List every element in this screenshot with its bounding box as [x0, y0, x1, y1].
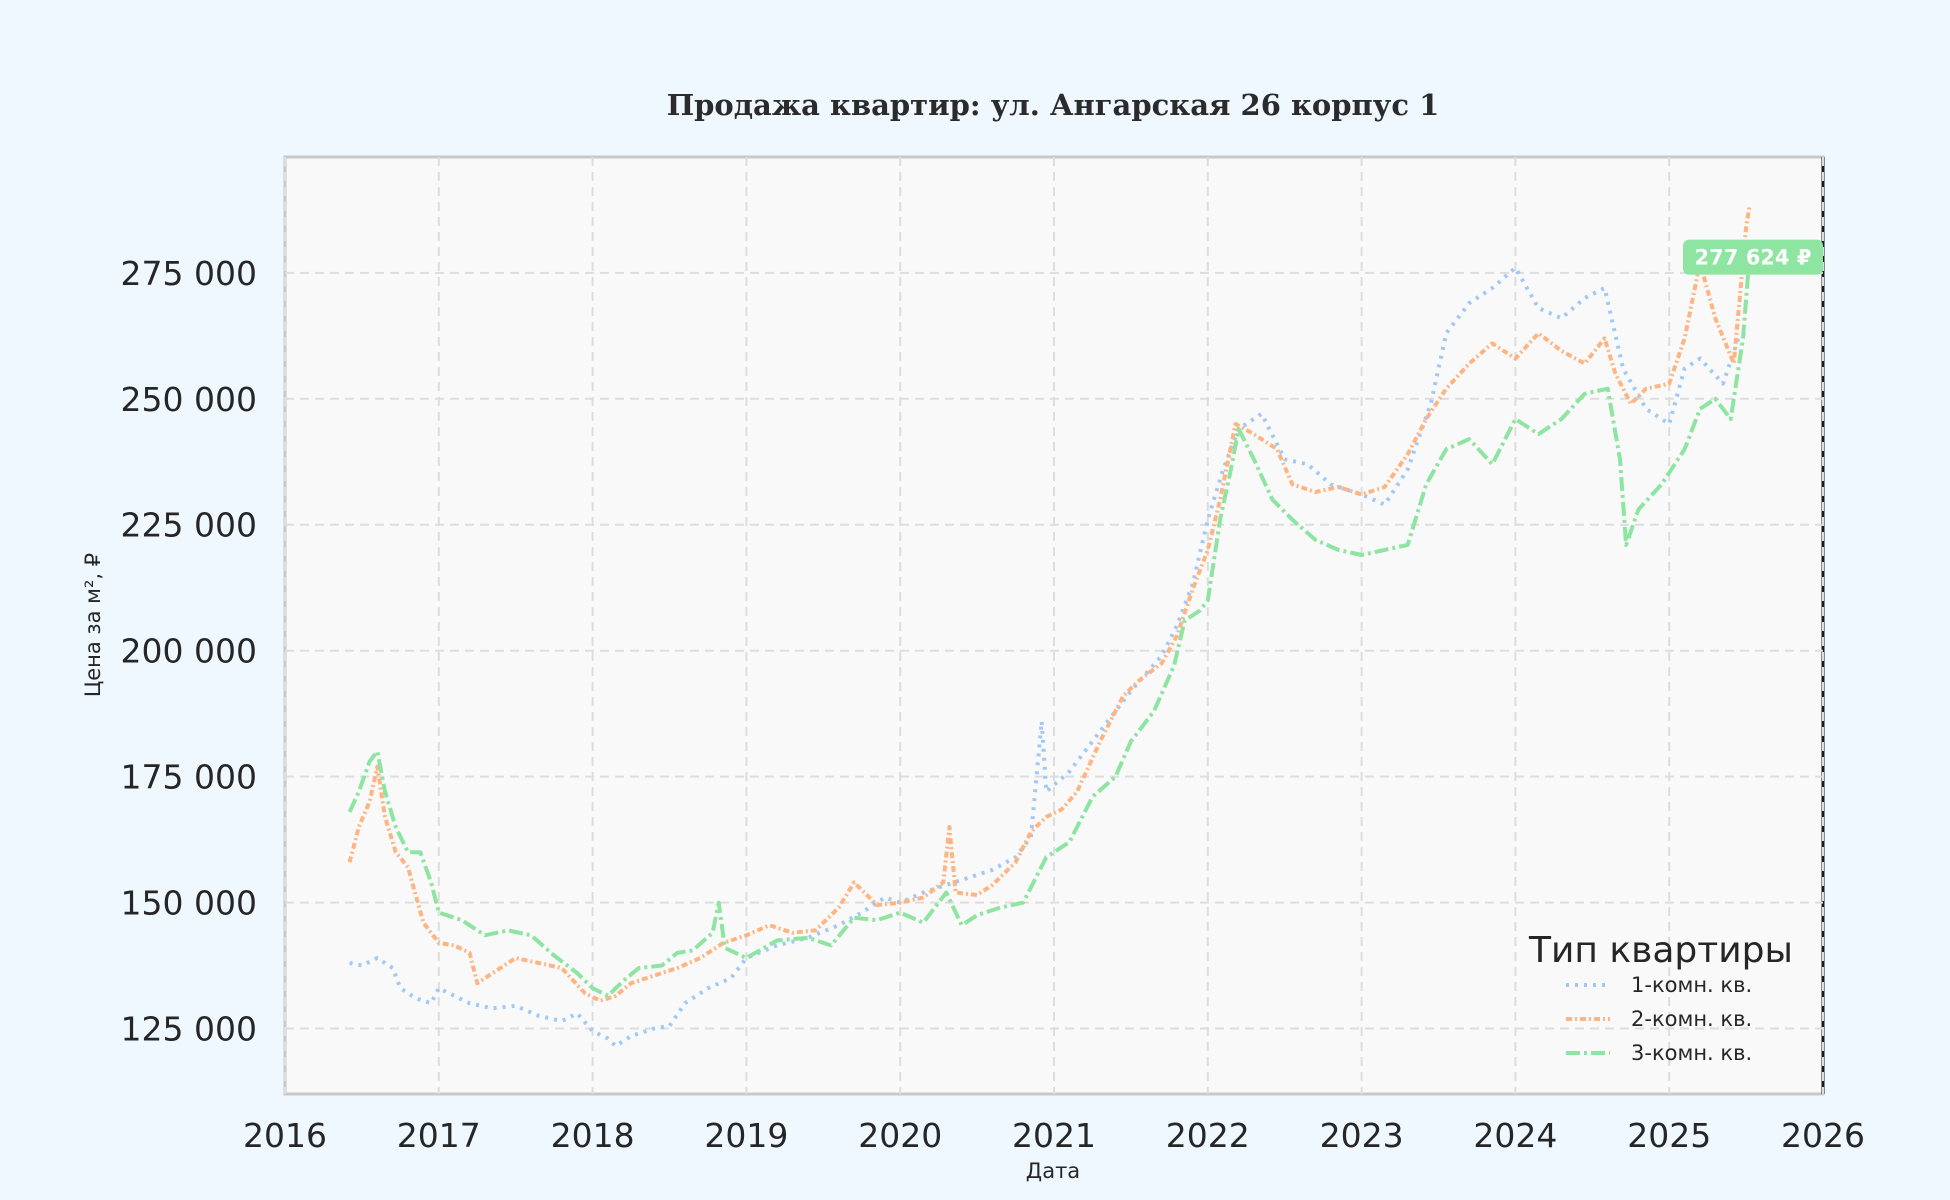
- x-axis-label: Дата: [1026, 1159, 1080, 1183]
- y-tick-label: 175 000: [121, 758, 257, 797]
- x-tick-label: 2025: [1627, 1116, 1711, 1155]
- x-tick-label: 2019: [704, 1116, 788, 1155]
- x-axis-ticks: 2016 2017 2018 2019 2020 2021 2022 2023 2024 2025…: [243, 1116, 1865, 1155]
- x-tick-label: 2024: [1473, 1116, 1557, 1155]
- legend-entry: 3-комн. кв.: [1631, 1041, 1752, 1065]
- x-tick-label: 2023: [1320, 1116, 1404, 1155]
- legend: Тип квартиры 1-комн. кв. 2-комн. кв. 3-ком…: [1528, 930, 1793, 1065]
- series-lines: [347, 207, 1752, 1049]
- x-tick-label: 2020: [858, 1116, 942, 1155]
- last-value-badge: 277 624 ₽: [1683, 239, 1823, 275]
- last-value-badge-bg: [1683, 239, 1823, 275]
- y-tick-label: 200 000: [121, 632, 257, 671]
- y-axis-label: Цена за м², ₽: [81, 553, 105, 697]
- legend-entry: 1-комн. кв.: [1631, 973, 1752, 997]
- x-tick-label: 2016: [243, 1116, 327, 1155]
- legend-entry: 2-комн. кв.: [1631, 1007, 1752, 1031]
- chart-title: Продажа квартир: ул. Ангарская 26 корпус…: [667, 88, 1440, 122]
- x-tick-label: 2017: [397, 1116, 481, 1155]
- series-line-3: [347, 259, 1752, 998]
- y-tick-label: 125 000: [121, 1010, 257, 1049]
- x-tick-label: 2021: [1012, 1116, 1096, 1155]
- y-tick-label: 275 000: [121, 254, 257, 293]
- y-axis-ticks: 125 000 150 000 175 000 200 000 225 000 250 0…: [121, 254, 257, 1049]
- y-tick-label: 150 000: [121, 884, 257, 923]
- x-tick-label: 2026: [1781, 1116, 1865, 1155]
- legend-title: Тип квартиры: [1528, 930, 1793, 971]
- last-value-badge-text: 277 624 ₽: [1695, 246, 1812, 270]
- y-tick-label: 225 000: [121, 506, 257, 545]
- x-tick-label: 2018: [551, 1116, 635, 1155]
- grid-lines: [284, 157, 1824, 1094]
- y-tick-label: 250 000: [121, 380, 257, 419]
- x-tick-label: 2022: [1166, 1116, 1250, 1155]
